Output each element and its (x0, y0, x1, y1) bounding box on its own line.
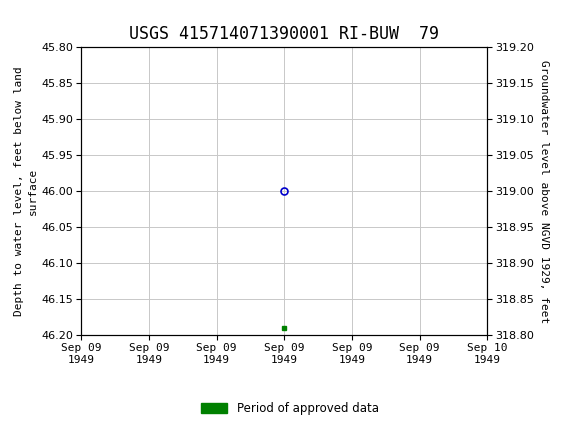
Y-axis label: Groundwater level above NGVD 1929, feet: Groundwater level above NGVD 1929, feet (539, 60, 549, 323)
Legend: Period of approved data: Period of approved data (197, 397, 383, 420)
Text: USGS: USGS (55, 5, 106, 23)
Y-axis label: Depth to water level, feet below land
surface: Depth to water level, feet below land su… (14, 67, 38, 316)
Title: USGS 415714071390001 RI-BUW  79: USGS 415714071390001 RI-BUW 79 (129, 25, 439, 43)
